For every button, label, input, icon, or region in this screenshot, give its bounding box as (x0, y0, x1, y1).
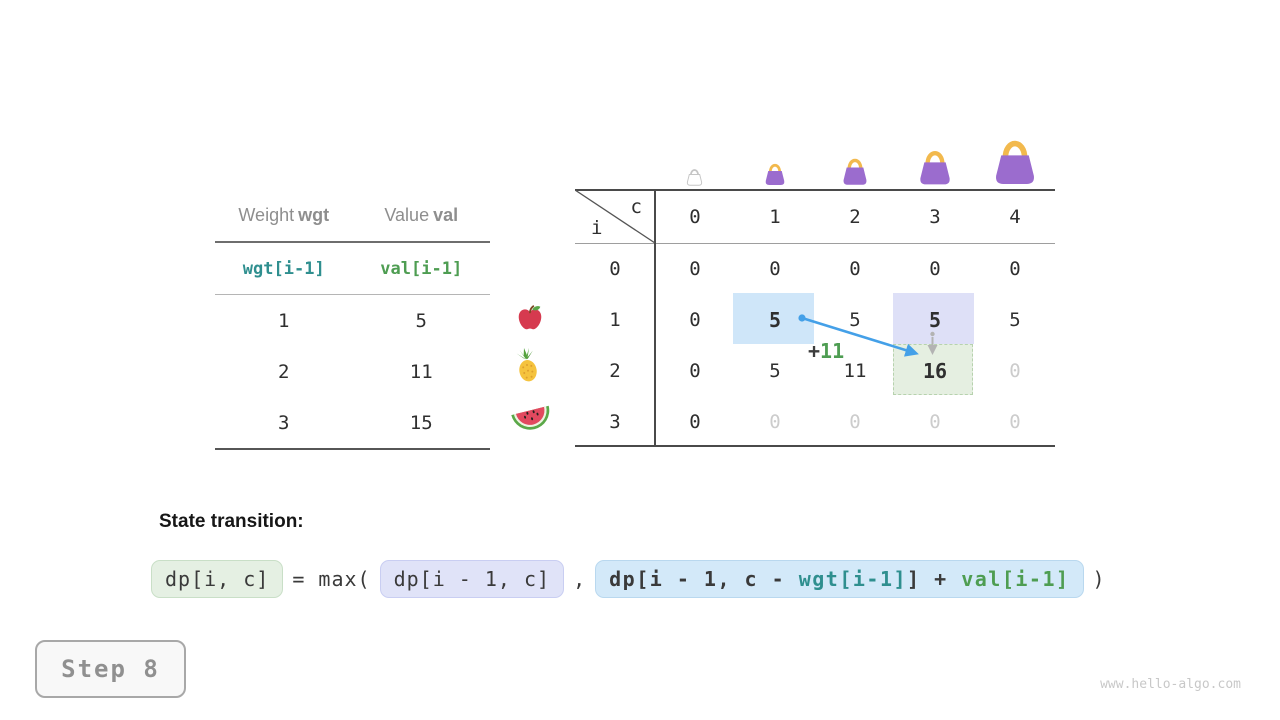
corner-row-var: i (591, 217, 603, 239)
state-transition-formula: dp[i, c] = max( dp[i - 1, c] , dp[i - 1,… (151, 560, 1106, 598)
wgt-var-cell: wgt[i-1] (242, 258, 325, 279)
dp-row-header-3: 3 (609, 410, 621, 433)
dp-cell: 0 (769, 410, 781, 433)
dp-cell: 0 (849, 410, 861, 433)
value-cell: 5 (415, 309, 427, 332)
dp-col-header-4: 4 (1009, 205, 1021, 228)
dp-cell: 0 (1009, 257, 1021, 280)
dp-cell: 0 (689, 359, 701, 382)
dp-cell: 0 (689, 410, 701, 433)
formula-arg1-pill: dp[i - 1, c] (379, 560, 565, 598)
weight-cell: 2 (278, 360, 290, 383)
dp-cell: 0 (929, 410, 941, 433)
watermelon-icon (511, 405, 550, 430)
dp-col-header-0: 0 (689, 205, 701, 228)
apple-icon (518, 305, 542, 330)
dp-cell: 0 (689, 308, 701, 331)
bag-empty-outline-icon (686, 166, 703, 186)
watermark: www.hello-algo.com (1100, 677, 1241, 692)
weight-cell: 3 (278, 411, 290, 434)
dp-cell: 0 (689, 257, 701, 280)
value-cell: 11 (409, 360, 433, 383)
bag-xlarge-icon (992, 133, 1038, 186)
weight-header: Weight wgt (238, 205, 330, 225)
dp-table: c i 0 1 2 3 4 0 1 2 3 0 0 0 0 0 0 5 5 5 … (574, 189, 1055, 447)
dp-cell: 0 (1009, 410, 1021, 433)
diagonal-line (574, 189, 656, 244)
table-vertical-divider (653, 190, 656, 447)
dp-cell-target: 16 (922, 358, 948, 383)
dp-cell-source: 5 (768, 307, 782, 332)
dp-cell: 5 (769, 359, 781, 382)
variable-row: wgt[i-1] val[i-1] (215, 243, 490, 295)
added-value: 11 (820, 339, 845, 363)
items-table-header: Weight wgt Value val (215, 190, 490, 243)
dp-col-header-3: 3 (929, 205, 941, 228)
formula-lhs-pill: dp[i, c] (151, 560, 284, 598)
dp-col-headers: 0 1 2 3 4 (655, 190, 1055, 243)
table-header-separator (575, 242, 1055, 244)
dp-cell-above: 5 (928, 307, 942, 332)
weight-cell: 1 (278, 309, 290, 332)
items-table: Weight wgt Value val wgt[i-1] val[i-1] 1 5… (215, 190, 490, 450)
dp-col-header-2: 2 (849, 205, 861, 228)
dp-corner: c i (574, 189, 656, 244)
dp-cell: 5 (849, 308, 861, 331)
step-badge: Step 8 (35, 640, 186, 698)
dp-row-header-1: 1 (609, 308, 621, 331)
value-header: Value val (384, 205, 459, 225)
dp-row-header-0: 0 (609, 257, 621, 280)
formula-close-paren: ) (1092, 567, 1106, 591)
dp-cell: 0 (769, 257, 781, 280)
table-row: 3 15 (215, 397, 490, 450)
dp-cells: 0 0 0 0 0 0 5 5 5 5 0 5 11 16 0 0 0 0 0 … (655, 243, 1055, 447)
formula-arg2-pill: dp[i - 1, c - wgt[i-1]] + val[i-1] (595, 560, 1084, 598)
bag-medium-icon (841, 154, 869, 186)
arg2-pre: dp[i - 1, c - (609, 567, 799, 591)
table-bottom-border (575, 445, 1055, 447)
state-transition-label: State transition: (159, 511, 304, 532)
plus-value-annotation: +11 (808, 339, 844, 363)
pineapple-icon (516, 347, 537, 382)
table-top-border (575, 189, 1055, 191)
dp-cell: 0 (1009, 359, 1021, 382)
dp-row-headers: 0 1 2 3 (575, 243, 655, 447)
formula-comma: , (573, 567, 587, 591)
arg2-mid: ] + (907, 567, 962, 591)
arg2-val: val[i-1] (961, 567, 1070, 591)
table-row: 2 11 (215, 346, 490, 397)
dp-cell: 0 (929, 257, 941, 280)
dp-cell: 5 (1009, 308, 1021, 331)
dp-cell: 11 (843, 359, 867, 382)
bag-large-icon (917, 145, 953, 186)
plus-sign: + (808, 339, 821, 363)
bag-small-icon (764, 160, 786, 186)
corner-col-var: c (630, 196, 642, 218)
val-var-cell: val[i-1] (380, 258, 463, 279)
dp-cell: 0 (849, 257, 861, 280)
dp-col-header-1: 1 (769, 205, 781, 228)
value-cell: 15 (409, 411, 433, 434)
table-row: 1 5 (215, 295, 490, 346)
arg2-wgt: wgt[i-1] (798, 567, 908, 591)
formula-max-operator: = max( (292, 567, 371, 591)
dp-row-header-2: 2 (609, 359, 621, 382)
